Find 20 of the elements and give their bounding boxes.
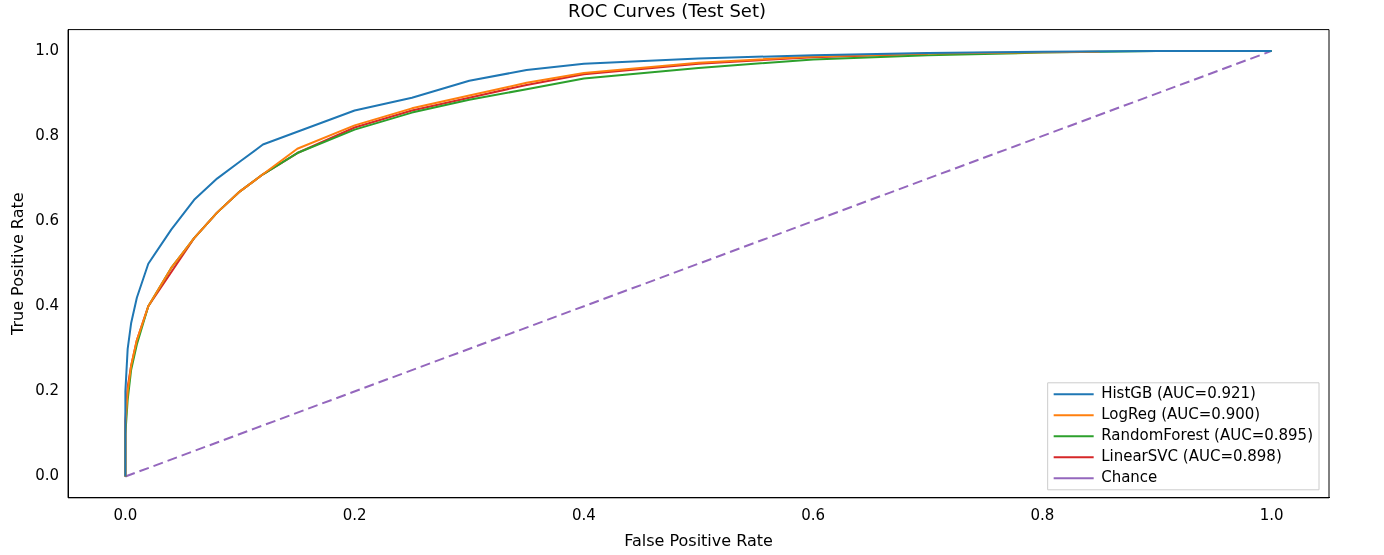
x-tick-label: 0.0 [113,505,138,524]
x-tick-label: 0.4 [571,505,596,524]
x-tick-label: 0.6 [801,505,826,524]
legend-label: LinearSVC (AUC=0.898) [1101,447,1282,466]
x-tick-label: 1.0 [1259,505,1284,524]
legend-label: HistGB (AUC=0.921) [1101,384,1256,403]
legend-label: Chance [1101,468,1158,487]
y-tick-label: 1.0 [35,40,60,59]
x-axis-title: False Positive Rate [624,530,773,550]
legend-label: RandomForest (AUC=0.895) [1101,426,1314,445]
y-tick-label: 0.6 [35,211,60,230]
y-tick-label: 0.8 [35,125,60,144]
y-tick-label: 0.2 [35,381,60,400]
legend-label: LogReg (AUC=0.900) [1101,405,1261,424]
y-tick-label: 0.4 [35,296,60,315]
y-tick-label: 0.0 [35,466,60,485]
x-tick-label: 0.2 [342,505,367,524]
chart-title: ROC Curves (Test Set) [568,0,766,22]
y-axis-title: True Positive Rate [7,192,27,336]
x-tick-label: 0.8 [1030,505,1055,524]
